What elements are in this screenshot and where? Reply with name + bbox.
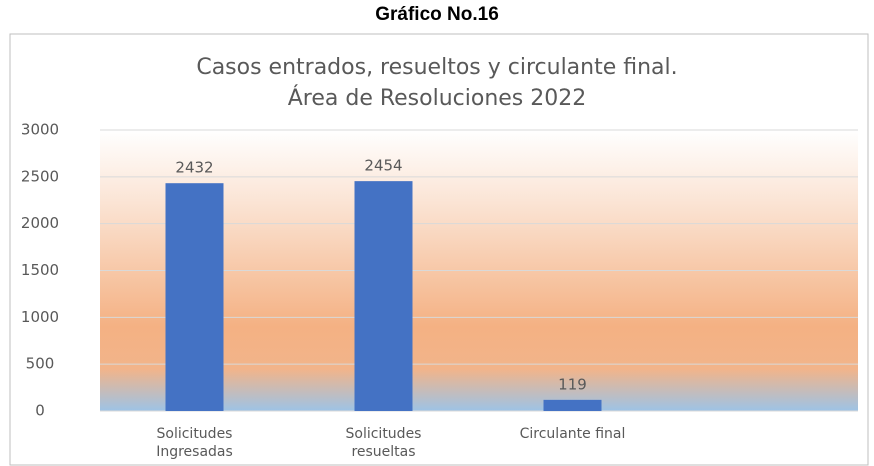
heading: Gráfico No.16 xyxy=(375,4,499,25)
bar xyxy=(354,181,413,411)
bar xyxy=(543,399,602,411)
y-tick-label: 1500 xyxy=(21,261,59,279)
data-label: 2454 xyxy=(364,157,402,175)
chart-title: Área de Resoluciones 2022 xyxy=(288,85,587,111)
chart-title: Casos entrados, resueltos y circulante f… xyxy=(196,55,677,80)
y-tick-label: 2500 xyxy=(21,167,59,185)
y-tick-label: 1000 xyxy=(21,308,59,326)
y-tick-label: 2000 xyxy=(21,214,59,232)
y-tick-label: 500 xyxy=(26,355,55,373)
data-label: 2432 xyxy=(175,159,213,177)
y-tick-label: 0 xyxy=(35,402,45,420)
x-tick-label: Circulante final xyxy=(519,426,626,442)
x-tick-label: Solicitudes Ingresadas xyxy=(156,426,233,460)
data-label: 119 xyxy=(558,375,587,393)
bar xyxy=(165,183,224,411)
x-tick-label: Solicitudes resueltas xyxy=(345,426,422,460)
y-tick-label: 3000 xyxy=(21,121,59,139)
